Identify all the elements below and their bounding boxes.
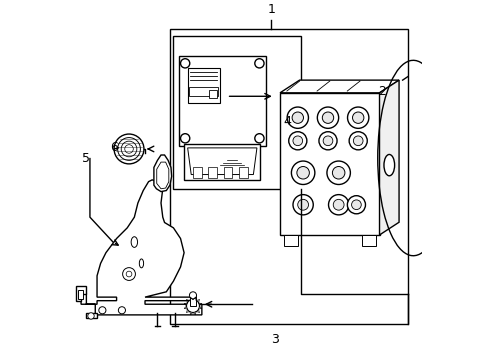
Circle shape xyxy=(317,107,338,129)
Circle shape xyxy=(296,167,309,179)
Text: 5: 5 xyxy=(82,152,90,165)
Circle shape xyxy=(333,199,344,210)
Circle shape xyxy=(122,267,135,280)
Circle shape xyxy=(297,199,308,210)
Circle shape xyxy=(254,134,264,143)
Polygon shape xyxy=(187,148,256,175)
Polygon shape xyxy=(86,313,97,319)
Circle shape xyxy=(346,196,365,214)
Circle shape xyxy=(286,107,308,129)
Bar xyxy=(208,90,216,98)
Bar xyxy=(169,29,407,324)
Polygon shape xyxy=(81,180,202,315)
Text: 3: 3 xyxy=(270,333,279,346)
Circle shape xyxy=(180,59,189,68)
Polygon shape xyxy=(76,287,86,301)
Circle shape xyxy=(88,313,94,319)
Polygon shape xyxy=(154,155,171,192)
Polygon shape xyxy=(157,162,168,189)
Bar xyxy=(183,144,260,180)
Circle shape xyxy=(352,112,363,123)
Bar xyxy=(193,167,202,178)
Bar xyxy=(208,167,217,178)
Circle shape xyxy=(328,195,348,215)
Circle shape xyxy=(189,292,196,299)
Bar xyxy=(189,87,218,96)
Polygon shape xyxy=(280,80,398,93)
Ellipse shape xyxy=(131,237,137,247)
Circle shape xyxy=(347,107,368,129)
Circle shape xyxy=(99,307,106,314)
Bar xyxy=(190,295,195,306)
Bar xyxy=(173,36,301,189)
Circle shape xyxy=(353,136,362,146)
Circle shape xyxy=(291,112,303,123)
Circle shape xyxy=(180,134,189,143)
Circle shape xyxy=(323,136,332,146)
Circle shape xyxy=(288,132,306,150)
Circle shape xyxy=(254,59,264,68)
Bar xyxy=(223,167,232,178)
Bar xyxy=(361,235,375,246)
Text: 2: 2 xyxy=(377,85,385,98)
Circle shape xyxy=(326,161,350,184)
Circle shape xyxy=(291,161,314,184)
Ellipse shape xyxy=(139,259,143,268)
Polygon shape xyxy=(379,80,398,235)
Circle shape xyxy=(322,112,333,123)
Text: 1: 1 xyxy=(266,4,275,17)
Circle shape xyxy=(292,195,313,215)
Text: 6: 6 xyxy=(110,141,118,154)
Circle shape xyxy=(332,167,344,179)
Circle shape xyxy=(348,132,366,150)
Ellipse shape xyxy=(383,154,394,176)
Circle shape xyxy=(318,132,336,150)
Circle shape xyxy=(126,271,132,277)
Bar xyxy=(179,55,265,146)
Bar xyxy=(238,167,247,178)
Circle shape xyxy=(118,307,125,314)
Bar xyxy=(187,68,219,103)
Bar xyxy=(280,93,379,235)
Circle shape xyxy=(351,200,361,210)
Bar xyxy=(283,235,297,246)
Text: 4: 4 xyxy=(283,115,291,128)
Bar xyxy=(77,290,82,299)
Circle shape xyxy=(186,300,199,312)
Circle shape xyxy=(292,136,302,146)
